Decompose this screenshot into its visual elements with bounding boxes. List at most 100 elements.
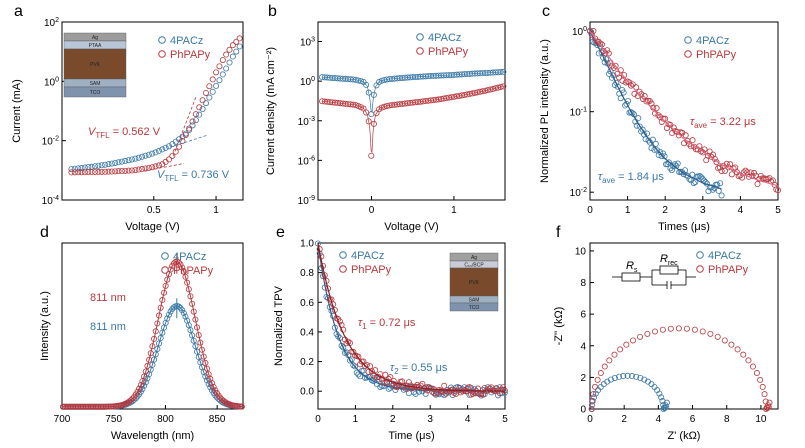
- data-point: [142, 152, 149, 159]
- annotation-vtfl-blue-sym: V: [157, 169, 166, 181]
- panel-d: 700 750 800 850 Wavelength (nm) Intensity (a.…: [39, 224, 245, 442]
- data-point: [182, 131, 189, 138]
- legend-marker: [684, 36, 692, 44]
- data-point: [658, 394, 665, 401]
- annotation-vtfl-red: VTFL = 0.562 V: [88, 126, 161, 140]
- y-tick-label: 10-3: [298, 116, 315, 128]
- data-point: [189, 122, 196, 129]
- data-point: [614, 83, 621, 90]
- data-point: [628, 82, 635, 89]
- data-point: [213, 82, 220, 89]
- y-tick-label-exp: -4: [53, 195, 59, 202]
- y-tick-label-base: 10: [572, 27, 584, 38]
- data-point: [145, 164, 152, 171]
- data-point: [177, 261, 184, 268]
- data-point: [68, 166, 75, 173]
- y-tick-label: 6: [580, 310, 586, 321]
- data-point: [742, 167, 749, 174]
- x-tick-label: 850: [209, 414, 226, 425]
- data-point: [196, 111, 203, 118]
- x-tick-label: 0: [369, 205, 375, 216]
- data-point: [179, 307, 186, 314]
- data-point: [657, 149, 664, 156]
- y-tick-label-exp: -6: [309, 155, 315, 162]
- panel-label: b: [268, 3, 277, 20]
- data-point: [382, 371, 389, 378]
- data-point: [108, 160, 115, 167]
- data-point: [216, 63, 223, 70]
- plot-frame: [61, 21, 244, 201]
- data-point: [112, 159, 119, 166]
- resistor-rrec: [659, 265, 679, 275]
- circuit-label-sub: rec: [668, 260, 678, 267]
- inset-layer-label: Ag: [471, 255, 477, 261]
- data-point: [370, 91, 377, 98]
- data-point: [149, 343, 156, 350]
- data-point: [165, 156, 172, 163]
- data-point: [500, 384, 507, 391]
- series-line: [322, 71, 504, 114]
- data-point: [186, 125, 193, 132]
- data-point: [71, 165, 78, 172]
- x-tick-label: 1: [451, 205, 457, 216]
- panel-f: 0 2 4 6 8 10 0 2 4 6 8 10 Z' (kΩ) -Z'' (kΩ) f 4PACz PhPA…: [553, 224, 779, 442]
- data-point: [698, 148, 705, 155]
- data-point: [205, 381, 212, 388]
- data-point: [702, 179, 709, 186]
- data-point: [363, 81, 370, 88]
- y-tick-label: 8: [580, 278, 586, 289]
- data-point: [728, 171, 735, 178]
- y-tick-label-exp: 3: [311, 37, 315, 44]
- data-point: [105, 161, 112, 168]
- data-point: [500, 83, 507, 90]
- plot-frame: [589, 242, 779, 410]
- data-point: [720, 162, 727, 169]
- data-point: [132, 155, 139, 162]
- data-point: [601, 363, 608, 370]
- data-point: [754, 181, 761, 188]
- data-point: [740, 351, 747, 358]
- data-point: [644, 330, 651, 337]
- annotation-tau1-sym: τ: [358, 317, 363, 329]
- data-point: [623, 101, 630, 108]
- data-point: [105, 168, 112, 175]
- data-point: [112, 168, 119, 175]
- data-point: [661, 404, 668, 411]
- data-point: [236, 43, 243, 50]
- annotation-tau-red: τave = 3.22 μs: [690, 116, 756, 130]
- inset-layer-label: TCO: [469, 305, 480, 311]
- data-point: [165, 143, 172, 150]
- data-point: [633, 373, 640, 380]
- data-point: [365, 118, 372, 125]
- legend-entry: PhPAPy: [351, 264, 392, 276]
- legend-marker: [696, 251, 704, 259]
- x-tick-label: 6: [690, 414, 696, 425]
- annotation-vtfl-blue-sub: TFL: [164, 174, 179, 183]
- y-tick-label: 0.4: [300, 327, 314, 338]
- annotation-tau2-sub: 2: [394, 367, 399, 376]
- y-tick-label-base: 10: [298, 156, 310, 167]
- inset-layer-label: SAM: [90, 81, 101, 87]
- plot-frame: [589, 21, 779, 201]
- legend-marker: [161, 266, 169, 274]
- circuit-label-sub: s: [634, 267, 638, 274]
- x-tick-label: 4: [465, 414, 471, 425]
- data-point: [405, 379, 412, 386]
- data-point: [723, 160, 730, 167]
- data-point: [699, 175, 706, 182]
- data-point: [658, 118, 665, 125]
- data-point: [611, 374, 618, 381]
- x-axis-label: Voltage (V): [384, 221, 438, 233]
- data-point: [660, 115, 667, 122]
- data-point: [219, 57, 226, 64]
- x-tick-label: 8: [724, 414, 730, 425]
- annotation-tau2: τ2 = 0.55 μs: [390, 362, 448, 376]
- y-tick-label-base: 10: [570, 108, 582, 119]
- data-point: [689, 137, 696, 144]
- panel-label: c: [542, 3, 550, 20]
- annotation-vtfl-red-sym: V: [88, 126, 97, 138]
- data-point: [637, 374, 644, 381]
- data-point: [175, 303, 182, 310]
